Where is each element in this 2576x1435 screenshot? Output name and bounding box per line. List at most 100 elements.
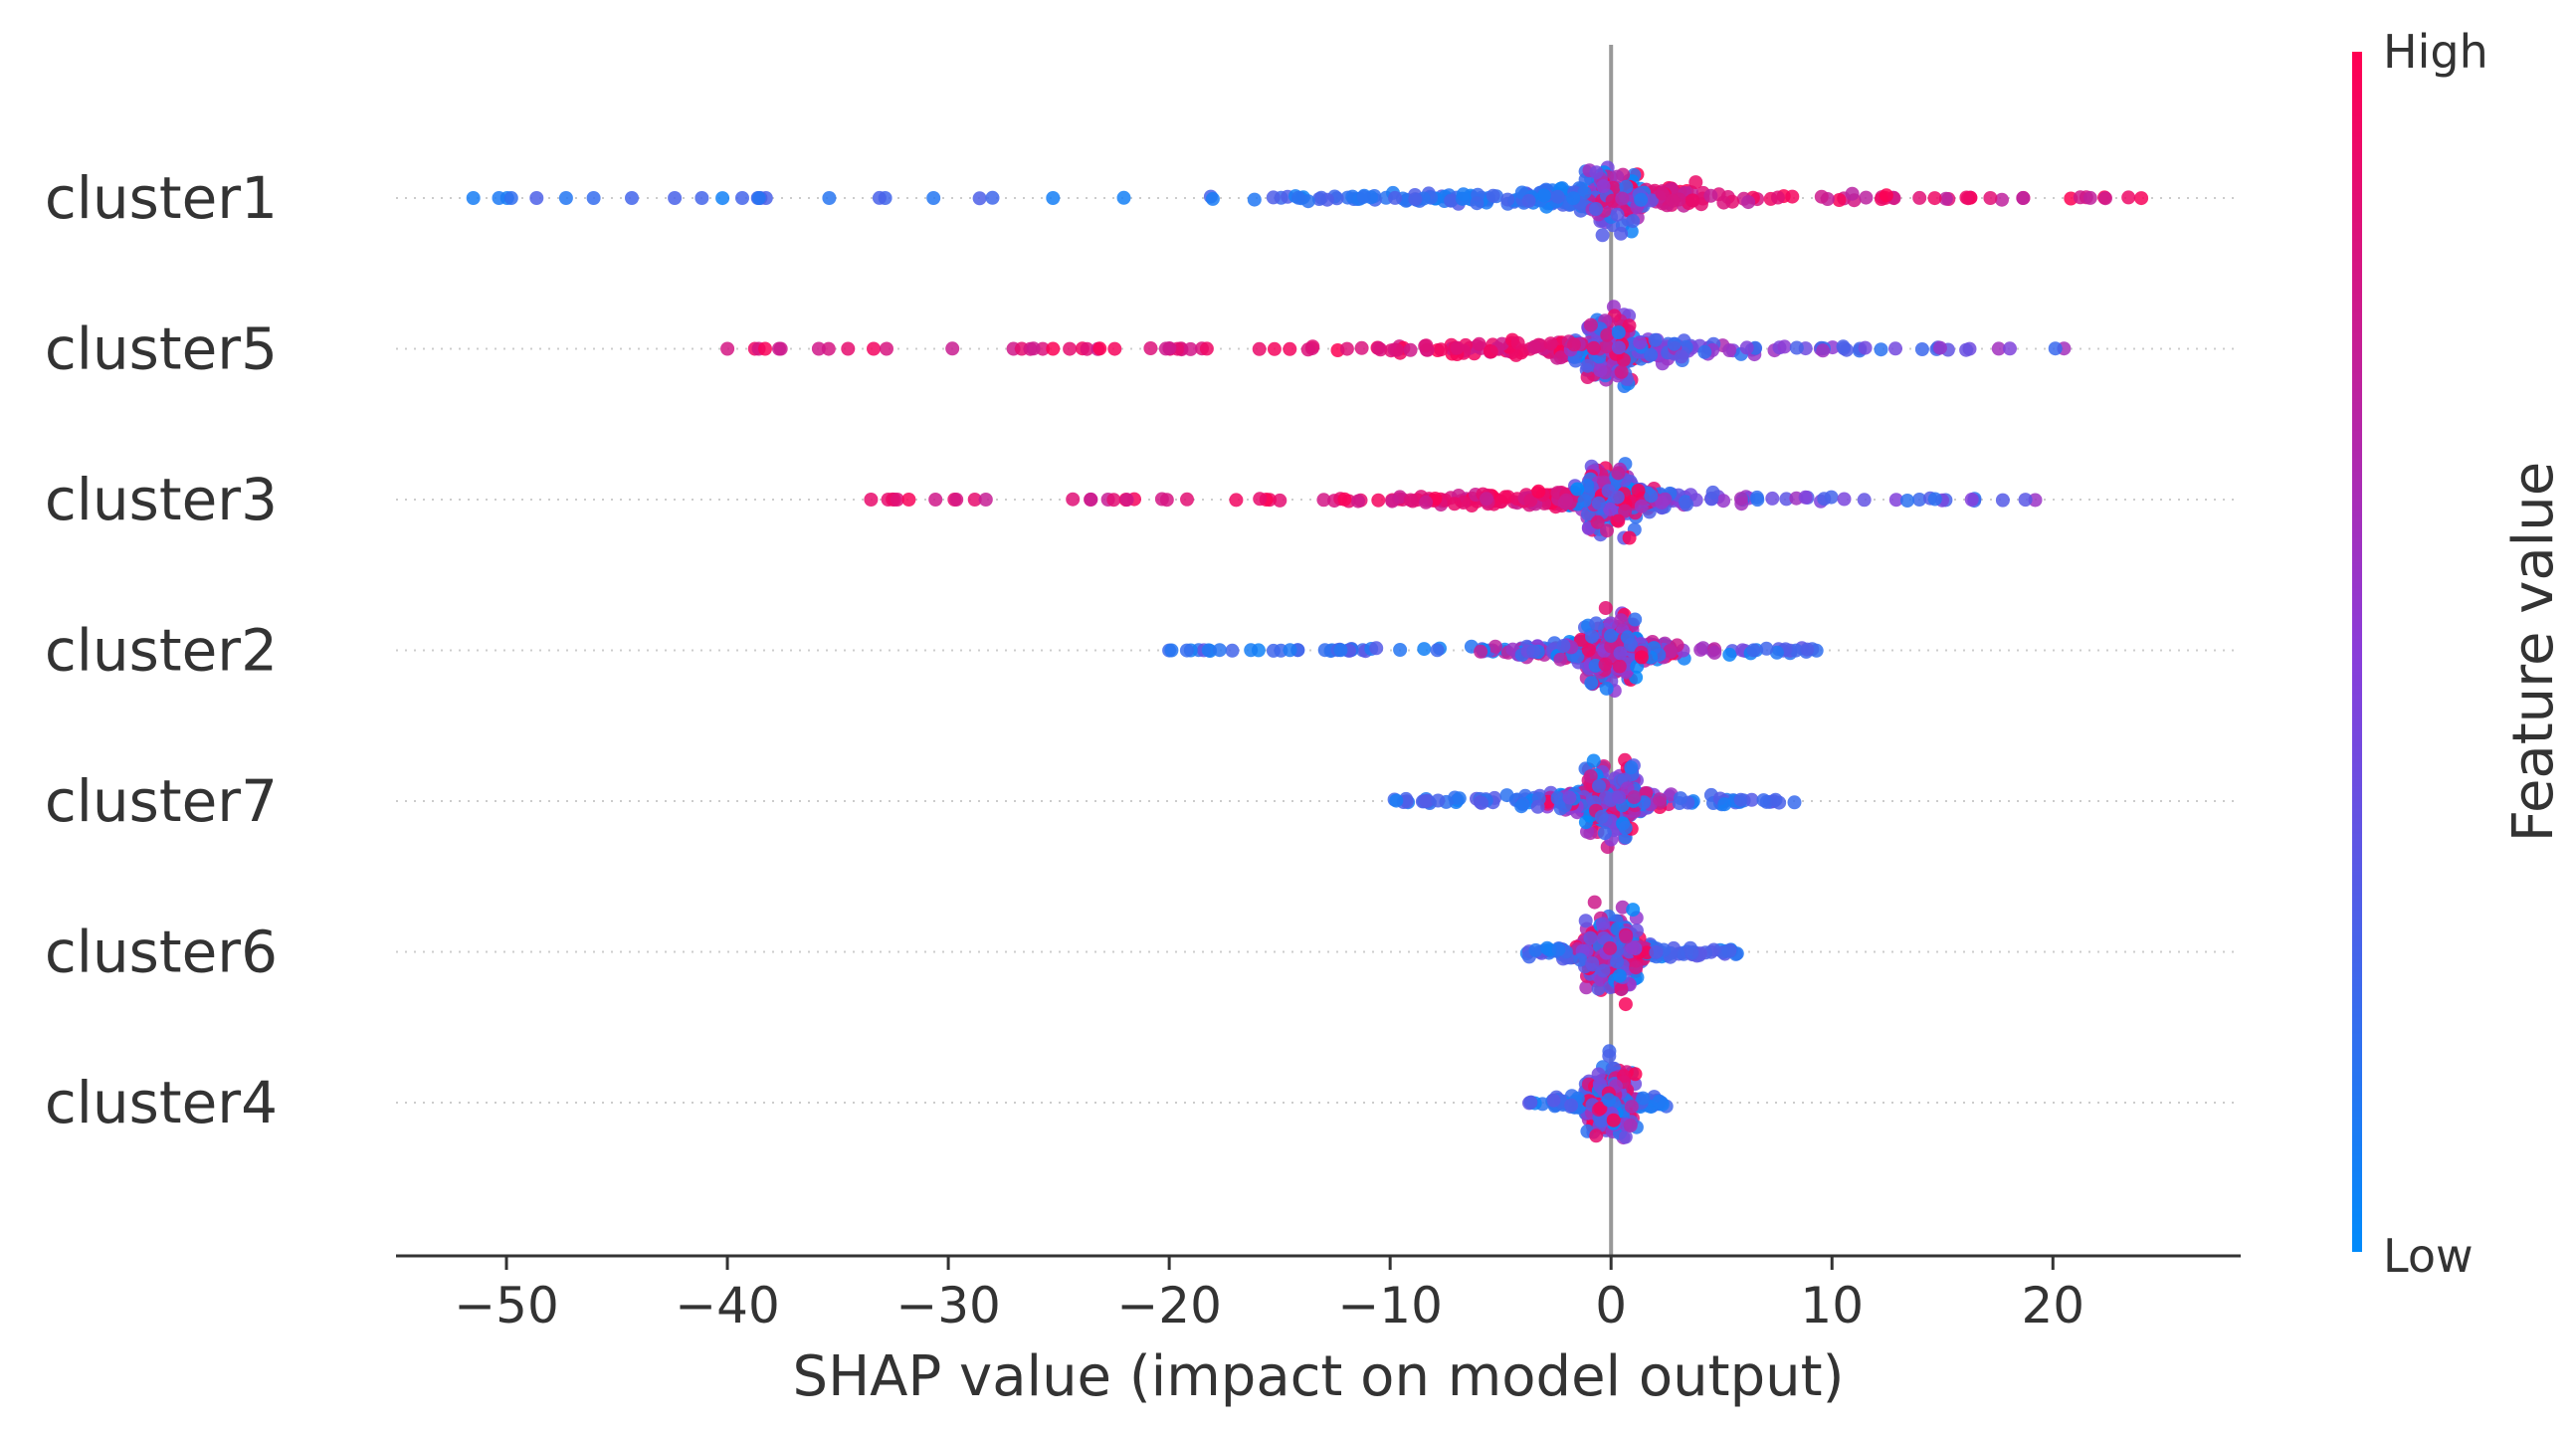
shap-point-cluster5 [1722,343,1737,357]
shap-point-cluster7 [1733,792,1748,807]
shap-point-cluster5 [1959,342,1974,357]
shap-point-cluster5 [1816,343,1831,358]
shap-point-cluster3 [1655,495,1670,510]
shap-point-cluster5 [1599,339,1614,354]
shap-point-cluster5 [1932,340,1947,355]
shap-point-cluster6 [1578,914,1593,928]
shap-point-cluster1 [985,190,1000,205]
shap-point-cluster7 [1618,820,1633,835]
shap-point-cluster5 [1143,341,1158,355]
shap-point-cluster2 [1722,647,1737,662]
shap-point-cluster1 [558,191,573,205]
shap-point-cluster2 [1628,612,1643,627]
shap-point-cluster3 [1622,530,1637,545]
x-tick-label: −30 [895,1277,1001,1334]
shap-point-cluster1 [668,191,683,205]
shap-point-cluster3 [1888,493,1903,508]
shap-point-cluster5 [841,341,856,356]
shap-point-cluster3 [1611,513,1626,528]
shap-point-cluster1 [1247,192,1262,207]
shap-point-cluster6 [1603,940,1618,955]
shap-point-cluster3 [978,493,993,507]
shap-point-cluster1 [694,191,709,205]
shap-point-cluster1 [1589,202,1603,216]
shap-point-cluster2 [1526,644,1541,659]
x-tick-label: 10 [1800,1277,1864,1334]
shap-point-cluster3 [1705,485,1720,500]
shap-point-cluster1 [492,191,506,205]
shap-point-cluster4 [1523,1095,1538,1110]
shap-point-cluster6 [1649,944,1664,959]
shap-point-cluster5 [1567,337,1581,352]
shap-point-cluster7 [1431,793,1446,808]
shap-point-cluster1 [1456,187,1471,202]
shap-point-cluster5 [1419,338,1434,353]
shap-point-cluster6 [1579,980,1594,995]
shap-point-cluster3 [1480,492,1493,507]
shap-point-cluster1 [735,191,749,205]
shap-point-cluster2 [1584,676,1599,691]
shap-point-cluster5 [1472,336,1486,351]
shap-point-cluster5 [945,341,960,356]
shap-point-cluster2 [1599,681,1614,696]
shap-point-cluster5 [1580,370,1595,384]
shap-point-cluster7 [1787,795,1802,810]
shap-point-cluster3 [1119,493,1134,508]
shap-point-cluster3 [1750,493,1765,508]
shap-point-cluster6 [1721,943,1736,958]
shap-point-cluster3 [967,493,982,507]
shap-point-cluster1 [1521,193,1536,208]
shap-point-cluster5 [811,341,826,356]
shap-point-cluster1 [2073,190,2087,205]
shap-point-cluster2 [1369,641,1384,656]
shap-point-cluster3 [1159,493,1174,508]
shap-point-cluster3 [1084,492,1098,507]
shap-point-cluster4 [1589,1128,1604,1143]
shap-point-cluster7 [1744,792,1759,807]
shap-point-cluster1 [1666,193,1681,208]
shap-point-cluster1 [1626,214,1641,229]
shap-point-cluster5 [1667,336,1682,351]
colorbar [2352,52,2362,1252]
shap-point-cluster1 [2082,190,2097,205]
shap-point-cluster5 [1580,358,1595,373]
shap-point-cluster1 [1610,207,1625,222]
shap-point-cluster6 [1573,952,1588,967]
shap-point-cluster5 [1874,342,1888,357]
shap-point-cluster4 [1624,1100,1639,1115]
shap-point-cluster3 [1229,493,1244,508]
shap-point-cluster2 [1604,628,1618,643]
shap-point-cluster5 [1836,339,1851,354]
shap-point-cluster5 [1450,340,1465,355]
shap-point-cluster5 [880,341,893,356]
shap-point-cluster6 [1618,997,1633,1012]
shap-point-cluster4 [1636,1091,1651,1106]
shap-point-cluster3 [1498,490,1512,505]
shap-point-cluster5 [1526,339,1541,354]
shap-point-cluster2 [1707,645,1722,660]
shap-point-cluster5 [1697,344,1712,359]
shap-point-cluster3 [901,493,916,507]
shap-point-cluster4 [1546,1093,1561,1108]
shap-point-cluster3 [1610,490,1625,505]
shap-point-cluster6 [1612,968,1627,983]
shap-point-cluster3 [1618,504,1633,518]
shap-point-cluster7 [1420,793,1435,808]
feature-label-cluster1: cluster1 [45,164,278,232]
shap-point-cluster5 [1614,364,1629,379]
shap-point-cluster1 [1470,196,1485,211]
shap-point-cluster3 [1644,489,1659,504]
shap-point-cluster1 [715,191,730,206]
shap-point-cluster3 [1066,492,1081,507]
shap-point-cluster2 [1474,644,1488,659]
shap-point-cluster3 [1603,502,1618,516]
shap-point-cluster3 [1817,492,1832,507]
shap-point-cluster5 [1739,340,1754,355]
shap-point-cluster1 [1655,186,1670,201]
shap-point-cluster5 [2048,341,2063,356]
shap-point-cluster1 [1266,190,1281,205]
shap-point-cluster3 [1253,492,1268,507]
shap-point-cluster1 [1205,191,1220,206]
shap-point-cluster6 [1619,929,1634,944]
shap-point-cluster2 [1624,637,1638,652]
